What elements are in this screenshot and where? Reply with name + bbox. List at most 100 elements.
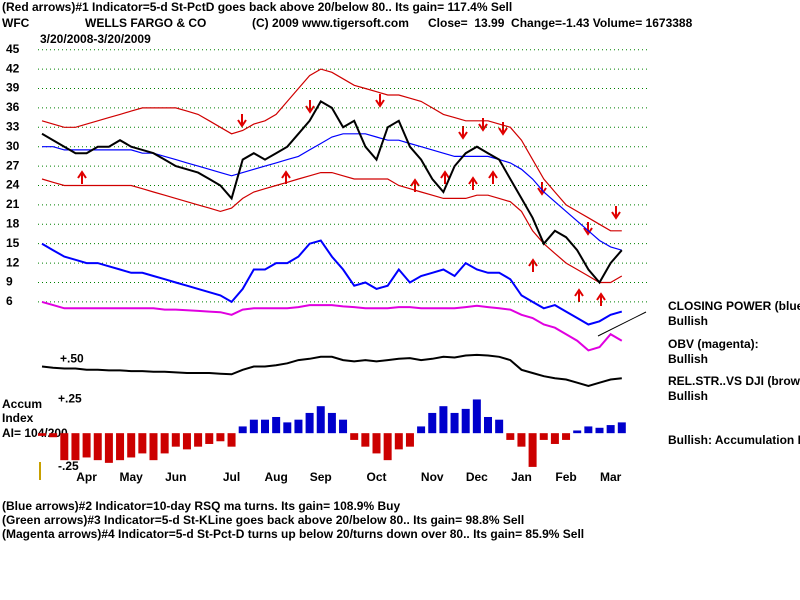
accum-bar bbox=[305, 412, 314, 434]
x-tick-label: Mar bbox=[600, 470, 622, 484]
accum-bar bbox=[104, 433, 113, 463]
x-tick-label: Jul bbox=[223, 470, 240, 484]
accum-bar bbox=[227, 433, 236, 447]
y-tick-label: 15 bbox=[6, 236, 20, 250]
accum-bar bbox=[405, 433, 414, 447]
accum-label: AI= 104/200 bbox=[2, 426, 68, 440]
accum-bar bbox=[60, 433, 69, 461]
accum-bar bbox=[38, 433, 46, 436]
y-tick-label: 30 bbox=[6, 139, 20, 153]
series-line bbox=[42, 133, 622, 251]
footer-line: (Green arrows)#3 Indicator=5-d St-KLine … bbox=[2, 513, 524, 527]
quote: Close= 13.99 Change=-1.43 Volume= 167338… bbox=[428, 16, 693, 30]
accum-label: Index bbox=[2, 411, 34, 425]
accum-bar bbox=[484, 416, 492, 434]
accum-bar bbox=[450, 412, 459, 434]
x-tick-label: Dec bbox=[466, 470, 488, 484]
accum-bar bbox=[617, 422, 626, 434]
accum-bar bbox=[417, 426, 426, 434]
y-tick-label: 42 bbox=[6, 61, 20, 75]
series-line bbox=[41, 239, 623, 326]
accum-bar bbox=[82, 433, 91, 458]
indicator-label: OBV (magenta): bbox=[668, 337, 759, 351]
indicator-status: Bullish bbox=[668, 389, 708, 403]
accum-bar bbox=[138, 433, 147, 454]
accum-bar bbox=[283, 422, 292, 434]
indicator-status: Bullish bbox=[668, 352, 708, 366]
footer-line: (Magenta arrows)#4 Indicator=5-d St-Pct-… bbox=[2, 527, 584, 541]
y-tick-label: 39 bbox=[6, 81, 20, 95]
accum-bar bbox=[595, 427, 604, 434]
x-tick-label: May bbox=[120, 470, 144, 484]
accum-bar bbox=[238, 426, 247, 434]
annotation: +.50 bbox=[60, 352, 84, 366]
series-line bbox=[41, 300, 623, 352]
accum-bar bbox=[216, 433, 225, 442]
accum-bar bbox=[539, 433, 548, 440]
company: WELLS FARGO & CO bbox=[85, 16, 206, 30]
y-tick-label: 18 bbox=[6, 216, 20, 230]
indicator-label: REL.STR..VS DJI (brow bbox=[668, 374, 800, 388]
y-tick-label: 9 bbox=[6, 275, 13, 289]
accum-bar bbox=[205, 433, 214, 444]
header-line: (Red arrows)#1 Indicator=5-d St-PctD goe… bbox=[2, 0, 512, 14]
accum-bar bbox=[116, 433, 125, 461]
accum-bar bbox=[327, 412, 336, 434]
x-tick-label: Jun bbox=[165, 470, 186, 484]
date-range: 3/20/2008-3/20/2009 bbox=[40, 32, 151, 46]
accum-label: Accum bbox=[2, 397, 42, 411]
accum-bar bbox=[461, 408, 470, 434]
y-tick-label: 24 bbox=[6, 178, 20, 192]
x-tick-label: Jan bbox=[511, 470, 532, 484]
y-tick-label: 33 bbox=[6, 119, 20, 133]
accum-bar bbox=[249, 419, 258, 434]
accum-bar bbox=[439, 406, 448, 434]
y-tick-label: 12 bbox=[6, 255, 20, 269]
accum-bar bbox=[584, 426, 593, 434]
accum-bar bbox=[171, 433, 180, 447]
accum-bar bbox=[350, 433, 359, 440]
accum-bar bbox=[361, 433, 370, 447]
accum-bar bbox=[528, 433, 537, 467]
y-tick-label: 21 bbox=[6, 197, 20, 211]
accum-bar bbox=[182, 433, 191, 450]
series-line bbox=[41, 68, 622, 232]
x-tick-label: Nov bbox=[421, 470, 444, 484]
accum-bar bbox=[383, 433, 392, 461]
accum-bar bbox=[506, 433, 515, 440]
accum-bar bbox=[316, 406, 325, 434]
accum-bar bbox=[550, 433, 559, 444]
accum-bar bbox=[160, 433, 169, 454]
accum-bar bbox=[517, 433, 526, 447]
accum-bar bbox=[71, 433, 80, 461]
x-tick-label: Sep bbox=[310, 470, 332, 484]
indicator-status: Bullish: Accumulation R bbox=[668, 433, 800, 447]
y-tick-label: 27 bbox=[6, 158, 20, 172]
accum-bar bbox=[394, 433, 403, 450]
pointer-line bbox=[597, 311, 647, 337]
indicator-label: CLOSING POWER (blue bbox=[668, 299, 800, 313]
series-line bbox=[41, 353, 622, 387]
x-tick-label: Apr bbox=[76, 470, 97, 484]
accum-bar bbox=[339, 419, 348, 434]
accum-bar bbox=[272, 416, 281, 434]
symbol: WFC bbox=[2, 16, 30, 30]
accum-bar bbox=[127, 433, 136, 458]
y-tick-label: 36 bbox=[6, 100, 20, 114]
x-tick-label: Oct bbox=[366, 470, 386, 484]
accum-bar bbox=[573, 430, 582, 434]
y-tick-label: +.25 bbox=[58, 392, 82, 406]
accum-bar bbox=[261, 419, 269, 434]
y-tick-label: -.25 bbox=[58, 459, 79, 473]
accum-bar bbox=[495, 419, 504, 434]
accum-bar bbox=[472, 399, 481, 434]
accum-bar bbox=[372, 433, 381, 454]
accum-bar bbox=[606, 425, 615, 434]
footer-line: (Blue arrows)#2 Indicator=10-day RSQ ma … bbox=[2, 499, 400, 513]
accum-bar bbox=[93, 433, 102, 461]
accum-bar bbox=[194, 433, 203, 447]
y-tick-label: 45 bbox=[6, 42, 20, 56]
accum-bar bbox=[294, 419, 303, 434]
